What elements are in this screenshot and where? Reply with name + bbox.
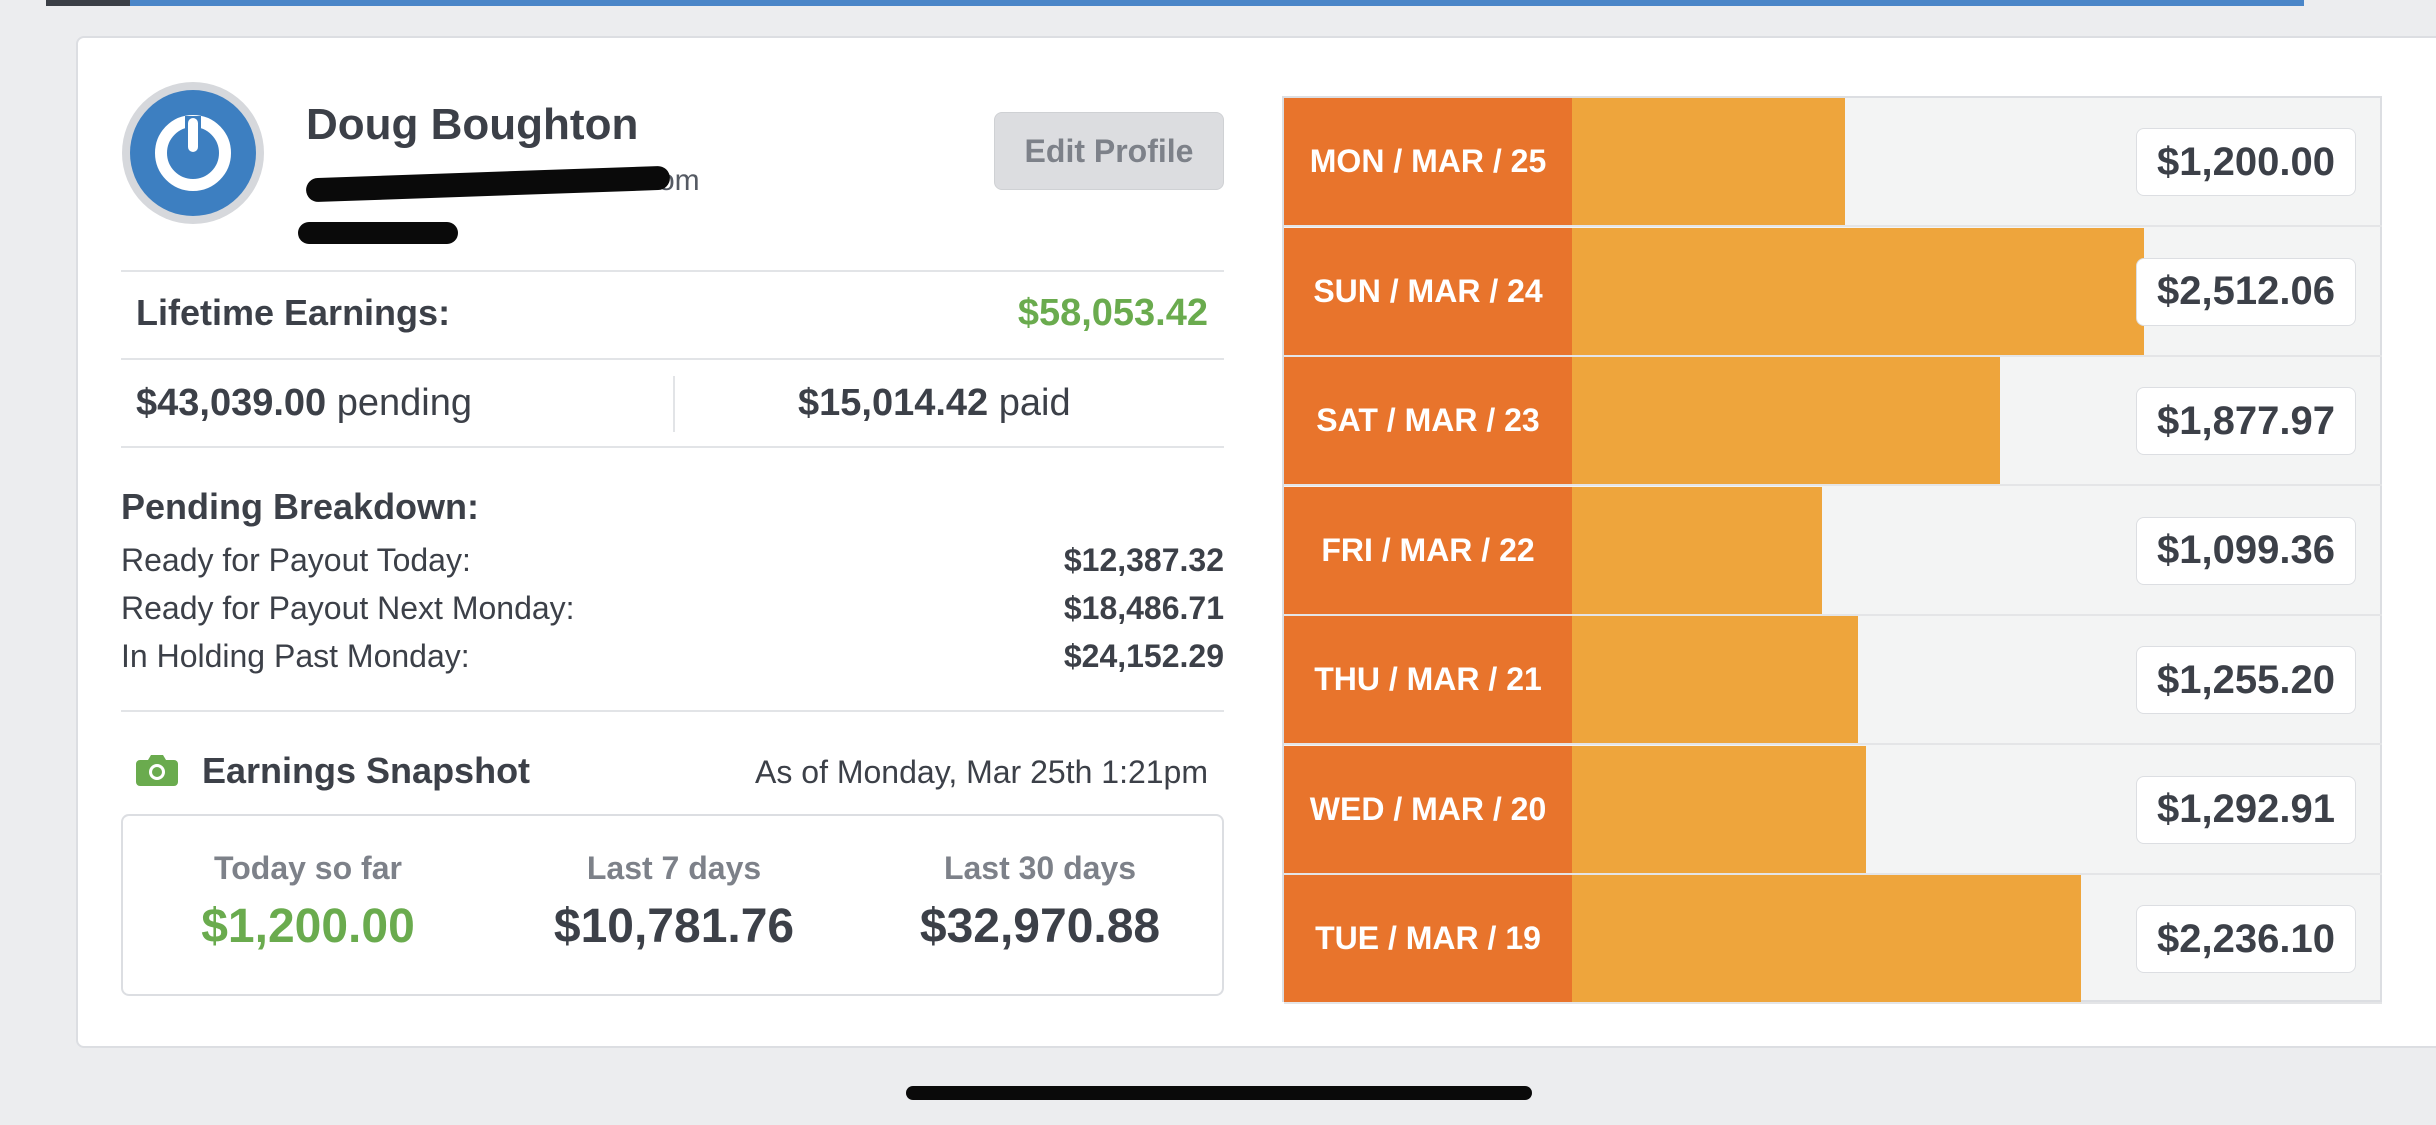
- breakdown-row: In Holding Past Monday: $24,152.29: [121, 638, 1224, 675]
- power-icon: [130, 90, 256, 216]
- paid-amount: $15,014.42: [798, 382, 989, 424]
- lifetime-earnings-value: $58,053.42: [1017, 292, 1208, 334]
- divider: [121, 446, 1224, 448]
- chart-bar-row[interactable]: WED / MAR / 20 $1,292.91: [1284, 745, 2382, 875]
- snapshot-label: Last 7 days: [586, 850, 762, 886]
- chart-bar: [1572, 875, 2081, 1002]
- chart-bar: [1572, 745, 1866, 873]
- vertical-divider: [673, 376, 675, 432]
- profile-name: Doug Boughton: [306, 100, 639, 149]
- chart-bar: [1572, 227, 2144, 355]
- chart-bar-row[interactable]: TUE / MAR / 19 $2,236.10: [1284, 875, 2382, 1004]
- pending-breakdown-title: Pending Breakdown:: [121, 486, 480, 527]
- snapshot-value: $32,970.88: [919, 900, 1161, 953]
- divider: [121, 710, 1224, 712]
- chart-bar: [1572, 357, 2000, 484]
- avatar: [122, 82, 264, 224]
- chart-bar-row[interactable]: THU / MAR / 21 $1,255.20: [1284, 616, 2382, 745]
- pending-total: $43,039.00 pending: [136, 382, 472, 425]
- chart-bar-row[interactable]: SUN / MAR / 24 $2,512.06: [1284, 227, 2382, 357]
- chart-bar-row[interactable]: SAT / MAR / 23 $1,877.97: [1284, 357, 2382, 486]
- chart-day-label: THU / MAR / 21: [1284, 616, 1572, 743]
- divider: [121, 358, 1224, 360]
- breakdown-value: $24,152.29: [1063, 638, 1224, 674]
- pending-word: pending: [336, 382, 472, 424]
- top-progress-fill: [130, 0, 2304, 6]
- pending-amount: $43,039.00: [136, 382, 327, 424]
- chart-value-label: $1,200.00: [2136, 128, 2356, 196]
- id-redaction: [298, 222, 458, 244]
- snapshot-label: Today so far: [214, 850, 402, 886]
- breakdown-row: Ready for Payout Next Monday: $18,486.71: [121, 590, 1224, 627]
- chart-value-label: $1,877.97: [2136, 387, 2356, 455]
- snapshot-week: Last 7 days $10,781.76: [524, 850, 824, 954]
- chart-bar-row[interactable]: FRI / MAR / 22 $1,099.36: [1284, 486, 2382, 616]
- chart-day-label: TUE / MAR / 19: [1284, 875, 1572, 1002]
- chart-value-label: $1,099.36: [2136, 516, 2356, 585]
- chart-bar: [1572, 486, 1822, 614]
- chart-day-label: SAT / MAR / 23: [1284, 357, 1572, 484]
- breakdown-label: Ready for Payout Next Monday:: [121, 590, 575, 626]
- chart-bar-row[interactable]: MON / MAR / 25 $1,200.00: [1284, 98, 2382, 227]
- snapshot-today: Today so far $1,200.00: [158, 850, 458, 954]
- snapshot-value: $10,781.76: [553, 900, 795, 953]
- home-indicator[interactable]: [906, 1086, 1532, 1100]
- lifetime-earnings-label: Lifetime Earnings:: [136, 292, 451, 333]
- chart-day-label: WED / MAR / 20: [1284, 745, 1572, 873]
- snapshot-month: Last 30 days $32,970.88: [890, 850, 1190, 954]
- breakdown-row: Ready for Payout Today: $12,387.32: [121, 542, 1224, 579]
- daily-earnings-chart: MON / MAR / 25 $1,200.00 SUN / MAR / 24 $2,…: [1282, 96, 2382, 1004]
- chart-day-label: MON / MAR / 25: [1284, 98, 1572, 225]
- edit-profile-button[interactable]: Edit Profile: [994, 112, 1224, 190]
- divider: [121, 270, 1224, 272]
- chart-bar: [1572, 616, 1858, 743]
- paid-word: paid: [998, 382, 1071, 424]
- snapshot-as-of: As of Monday, Mar 25th 1:21pm: [755, 754, 1208, 790]
- chart-value-label: $2,236.10: [2136, 905, 2356, 973]
- snapshot-label: Last 30 days: [943, 850, 1137, 886]
- snapshot-value: $1,200.00: [201, 900, 415, 953]
- snapshot-box: Today so far $1,200.00 Last 7 days $10,7…: [121, 814, 1224, 996]
- breakdown-value: $18,486.71: [1063, 590, 1224, 626]
- chart-value-label: $1,255.20: [2136, 646, 2356, 714]
- chart-bar: [1572, 98, 1845, 225]
- chart-day-label: FRI / MAR / 22: [1284, 486, 1572, 614]
- paid-total: $15,014.42 paid: [798, 382, 1071, 425]
- chart-day-label: SUN / MAR / 24: [1284, 227, 1572, 355]
- chart-value-label: $1,292.91: [2136, 775, 2356, 844]
- earnings-snapshot-title: Earnings Snapshot: [202, 750, 531, 791]
- breakdown-value: $12,387.32: [1063, 542, 1224, 578]
- camera-icon: [136, 755, 178, 786]
- chart-value-label: $2,512.06: [2136, 257, 2356, 326]
- breakdown-label: Ready for Payout Today:: [121, 542, 471, 578]
- breakdown-label: In Holding Past Monday:: [121, 638, 470, 674]
